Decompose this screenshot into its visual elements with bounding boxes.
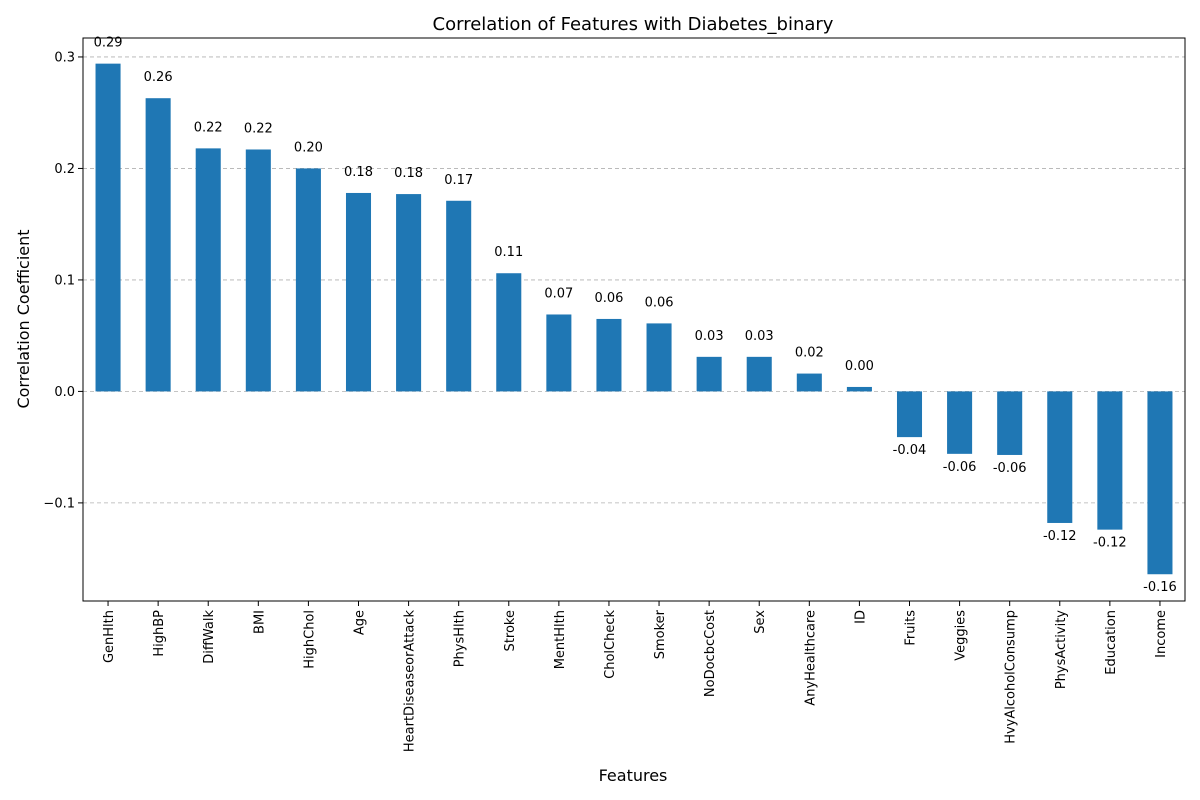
data-label: 0.03: [695, 329, 724, 344]
x-tick-label: PhysActivity: [1054, 610, 1069, 689]
bar-BMI: [245, 149, 271, 392]
bar-HvyAlcoholConsump: [997, 391, 1023, 455]
data-label: 0.22: [244, 121, 273, 136]
x-tick-label: BMI: [252, 610, 267, 634]
bar-PhysActivity: [1047, 391, 1073, 523]
data-label: 0.03: [745, 329, 774, 344]
data-label: 0.18: [394, 166, 423, 181]
bar-GenHlth: [95, 63, 121, 392]
data-label: 0.18: [344, 165, 373, 180]
bar-NoDocbcCost: [696, 356, 722, 392]
bar-Age: [345, 192, 372, 392]
x-tick-label: Veggies: [954, 610, 969, 661]
data-label: 0.07: [544, 286, 573, 301]
bar-PhysHlth: [446, 200, 472, 392]
y-tick-label: 0.0: [54, 385, 75, 400]
bar-MentHlth: [546, 314, 572, 392]
data-label: 0.20: [294, 140, 323, 155]
y-axis-ticks: −0.1 0.0 0.1 0.2 0.3: [43, 50, 83, 511]
x-axis-ticks: GenHlth HighBP DiffWalk BMI HighChol Age Heart…: [102, 601, 1169, 752]
data-label: 0.29: [94, 36, 123, 51]
x-tick-label: Stroke: [503, 610, 518, 651]
data-label: -0.04: [893, 443, 927, 458]
x-tick-label: Age: [353, 610, 368, 635]
data-label: 0.06: [645, 295, 674, 310]
x-tick-label: Smoker: [653, 609, 668, 659]
data-label: 0.00: [845, 359, 874, 374]
x-tick-label: HighBP: [152, 610, 167, 657]
bar-AnyHealthcare: [796, 373, 822, 392]
x-tick-label: AnyHealthcare: [803, 610, 818, 706]
bar-Education: [1097, 391, 1123, 530]
x-tick-label: MentHlth: [553, 610, 568, 669]
y-tick-label: −0.1: [43, 496, 75, 511]
x-tick-label: NoDocbcCost: [703, 610, 718, 697]
bar-CholCheck: [596, 318, 622, 392]
data-label: -0.06: [943, 460, 977, 475]
bar-HighChol: [295, 168, 321, 392]
y-tick-label: 0.2: [54, 162, 75, 177]
bar-ID: [846, 386, 872, 392]
data-label: -0.06: [993, 461, 1027, 476]
bar-Veggies: [947, 391, 973, 454]
bar-DiffWalk: [195, 148, 221, 392]
x-tick-label: Sex: [753, 610, 768, 634]
data-label: -0.12: [1093, 536, 1127, 551]
chart-title: Correlation of Features with Diabetes_bi…: [433, 14, 834, 35]
data-label: -0.16: [1143, 580, 1177, 595]
bar-Fruits: [896, 391, 923, 438]
bar-Sex: [746, 356, 772, 392]
data-label: 0.26: [144, 70, 173, 85]
x-tick-label: Education: [1104, 610, 1119, 675]
x-tick-label: Income: [1154, 610, 1169, 658]
x-tick-label: GenHlth: [102, 610, 117, 663]
x-tick-label: Fruits: [904, 610, 919, 646]
y-tick-label: 0.1: [54, 273, 75, 288]
data-label: 0.06: [594, 291, 623, 306]
bar-HeartDiseaseorAttack: [396, 194, 422, 392]
x-tick-label: CholCheck: [603, 610, 618, 679]
bar-HighBP: [145, 98, 171, 392]
x-tick-label: ID: [853, 610, 868, 624]
data-label: 0.11: [494, 245, 523, 260]
x-tick-label: HighChol: [302, 610, 317, 669]
bars: [95, 63, 1173, 575]
x-tick-label: HeartDiseaseorAttack: [403, 610, 418, 753]
data-label: 0.02: [795, 346, 824, 361]
y-tick-label: 0.3: [54, 50, 75, 65]
x-axis-title: Features: [599, 766, 668, 785]
data-label: 0.17: [444, 173, 473, 188]
data-label: -0.12: [1043, 529, 1077, 544]
x-tick-label: DiffWalk: [202, 610, 217, 664]
plot-frame: [82, 37, 1186, 602]
y-axis-title: Correlation Coefficient: [14, 229, 33, 408]
x-tick-label: PhysHlth: [453, 610, 468, 667]
data-labels: 0.29 0.26 0.22 0.22 0.20 0.18 0.18 0.17 0.11 0.07…: [94, 36, 1177, 596]
x-tick-label: HvyAlcoholConsump: [1004, 610, 1019, 744]
bar-Income: [1147, 391, 1173, 575]
bar-Stroke: [496, 273, 522, 392]
bar-Smoker: [646, 323, 672, 392]
data-label: 0.22: [194, 120, 223, 135]
